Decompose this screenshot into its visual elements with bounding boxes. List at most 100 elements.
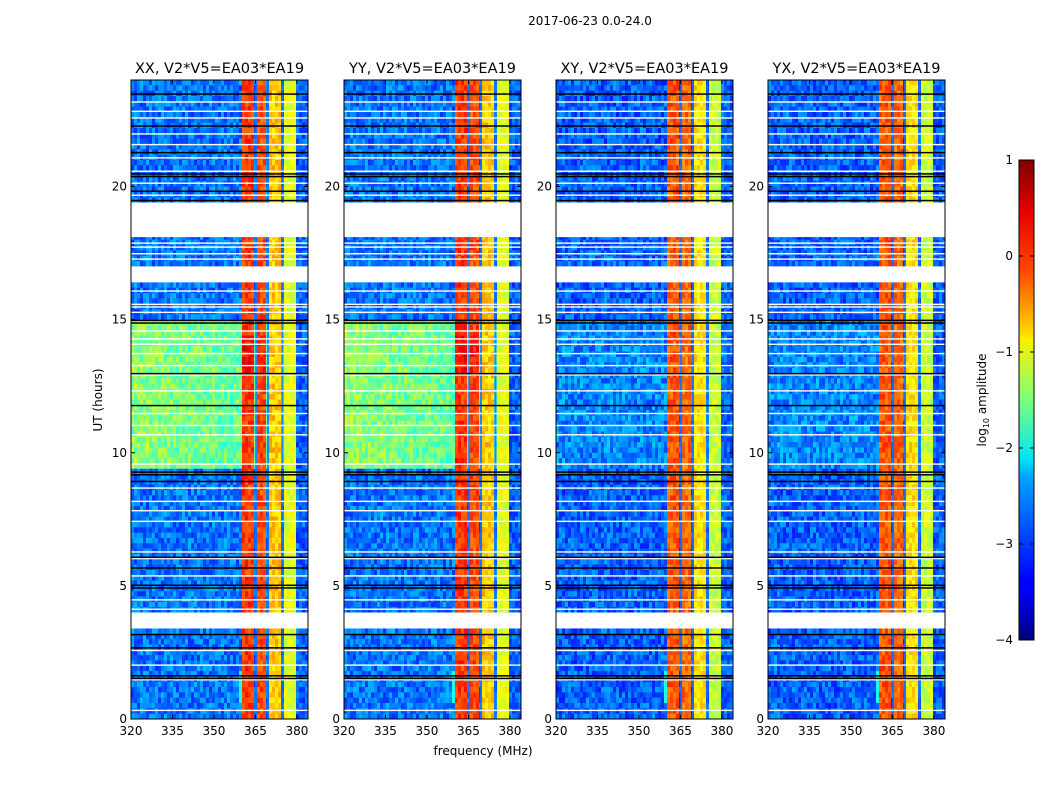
heatmap-cell bbox=[239, 96, 242, 102]
heatmap-cell bbox=[152, 85, 155, 91]
heatmap-cell bbox=[224, 447, 227, 453]
heatmap-cell bbox=[260, 447, 263, 453]
heatmap-cell bbox=[260, 160, 263, 166]
heatmap-cell bbox=[290, 80, 293, 86]
heatmap-cell bbox=[263, 181, 266, 187]
heatmap-cell bbox=[197, 368, 200, 374]
heatmap-cell bbox=[278, 442, 281, 448]
heatmap-cell bbox=[242, 261, 245, 267]
heatmap-cell bbox=[179, 447, 182, 453]
heatmap-cell bbox=[170, 495, 173, 501]
heatmap-cell bbox=[212, 479, 215, 485]
heatmap-cell bbox=[209, 490, 212, 496]
heatmap-cell bbox=[164, 458, 167, 464]
heatmap-cell bbox=[146, 437, 149, 443]
heatmap-cell bbox=[200, 80, 203, 86]
heatmap-cell bbox=[131, 112, 134, 118]
heatmap-cell bbox=[284, 479, 287, 485]
heatmap-cell bbox=[167, 447, 170, 453]
heatmap-cell bbox=[212, 325, 215, 331]
heatmap-cell bbox=[296, 447, 299, 453]
heatmap-cell bbox=[212, 112, 215, 118]
heatmap-cell bbox=[206, 394, 209, 400]
heatmap-cell bbox=[191, 298, 194, 304]
heatmap-cell bbox=[146, 495, 149, 501]
heatmap-cell bbox=[209, 368, 212, 374]
heatmap-cell bbox=[185, 96, 188, 102]
heatmap-cell bbox=[209, 128, 212, 134]
heatmap-cell bbox=[224, 527, 227, 533]
heatmap-cell bbox=[212, 437, 215, 443]
heatmap-cell bbox=[140, 522, 143, 528]
heatmap-cell bbox=[182, 139, 185, 145]
heatmap-cell bbox=[134, 453, 137, 459]
heatmap-cell bbox=[206, 453, 209, 459]
heatmap-cell bbox=[179, 245, 182, 251]
heatmap-cell bbox=[239, 325, 242, 331]
heatmap-cell bbox=[185, 352, 188, 358]
heatmap-cell bbox=[134, 437, 137, 443]
heatmap-cell bbox=[269, 96, 272, 102]
heatmap-cell bbox=[269, 368, 272, 374]
heatmap-cell bbox=[164, 394, 167, 400]
heatmap-cell bbox=[131, 368, 134, 374]
heatmap-cell bbox=[227, 352, 230, 358]
heatmap-cell bbox=[185, 522, 188, 528]
heatmap-cell bbox=[212, 522, 215, 528]
heatmap-cell bbox=[287, 165, 290, 171]
heatmap-cell bbox=[212, 511, 215, 517]
heatmap-cell bbox=[251, 394, 254, 400]
heatmap-cell bbox=[218, 181, 221, 187]
heatmap-cell bbox=[287, 453, 290, 459]
heatmap-cell bbox=[230, 437, 233, 443]
heatmap-cell bbox=[236, 378, 239, 384]
heatmap-cell bbox=[203, 346, 206, 352]
heatmap-cell bbox=[194, 261, 197, 267]
heatmap-cell bbox=[155, 527, 158, 533]
heatmap-cell bbox=[203, 160, 206, 166]
heatmap-cell bbox=[188, 314, 191, 320]
heatmap-cell bbox=[179, 437, 182, 443]
heatmap-cell bbox=[221, 80, 224, 86]
heatmap-cell bbox=[146, 314, 149, 320]
heatmap-cell bbox=[251, 112, 254, 118]
heatmap-cell bbox=[161, 368, 164, 374]
heatmap-cell bbox=[236, 346, 239, 352]
heatmap-cell bbox=[227, 426, 230, 432]
heatmap-cell bbox=[299, 139, 302, 145]
heatmap-cell bbox=[251, 378, 254, 384]
heatmap-cell bbox=[248, 527, 251, 533]
heatmap-cell bbox=[206, 96, 209, 102]
heatmap-cell bbox=[167, 522, 170, 528]
heatmap-cell bbox=[185, 378, 188, 384]
heatmap-cell bbox=[170, 261, 173, 267]
heatmap-cell bbox=[239, 394, 242, 400]
heatmap-cell bbox=[179, 352, 182, 358]
heatmap-cell bbox=[182, 357, 185, 363]
heatmap-cell bbox=[152, 490, 155, 496]
heatmap-cell bbox=[257, 314, 260, 320]
heatmap-cell bbox=[275, 389, 278, 395]
heatmap-cell bbox=[257, 458, 260, 464]
heatmap-cell bbox=[164, 282, 167, 288]
heatmap-cell bbox=[209, 479, 212, 485]
heatmap-cell bbox=[263, 458, 266, 464]
heatmap-cell bbox=[215, 368, 218, 374]
heatmap-cell bbox=[155, 511, 158, 517]
heatmap-cell bbox=[287, 245, 290, 251]
heatmap-cell bbox=[149, 458, 152, 464]
heatmap-cell bbox=[170, 314, 173, 320]
heatmap-cell bbox=[218, 400, 221, 406]
heatmap-cell bbox=[146, 165, 149, 171]
heatmap-cell bbox=[134, 384, 137, 390]
heatmap-cell bbox=[188, 128, 191, 134]
heatmap-cell bbox=[224, 495, 227, 501]
heatmap-cell bbox=[275, 357, 278, 363]
heatmap-cell bbox=[185, 384, 188, 390]
heatmap-cell bbox=[161, 293, 164, 299]
heatmap-cell bbox=[152, 346, 155, 352]
heatmap-cell bbox=[197, 346, 200, 352]
heatmap-cell bbox=[221, 479, 224, 485]
heatmap-cell bbox=[176, 112, 179, 118]
heatmap-cell bbox=[161, 139, 164, 145]
